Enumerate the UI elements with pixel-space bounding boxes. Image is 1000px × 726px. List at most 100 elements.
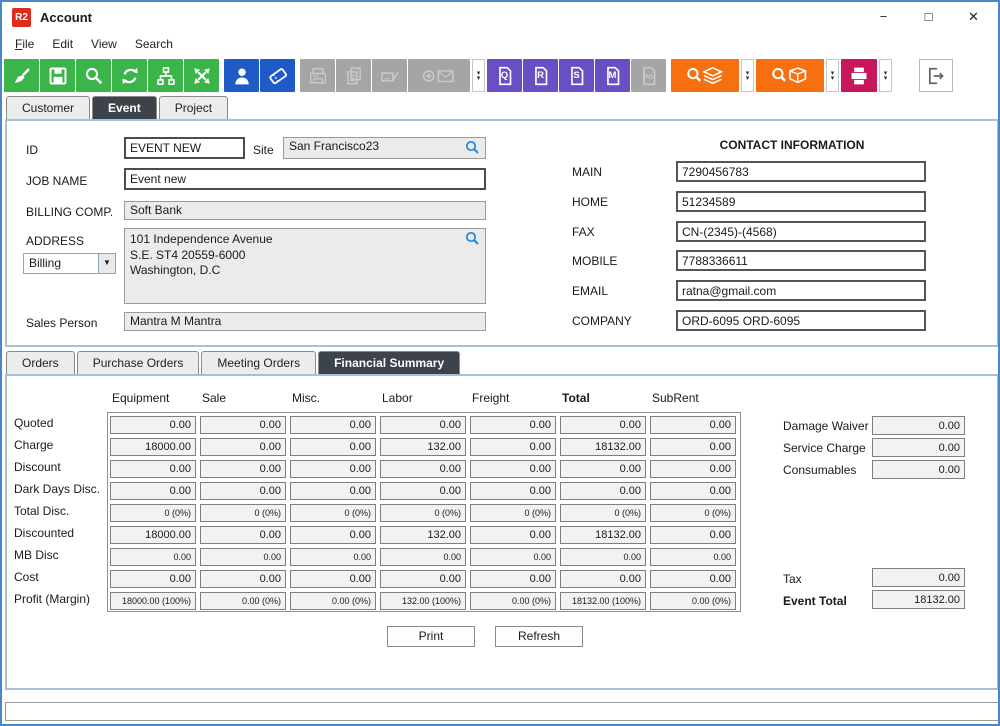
financial-cell: 0.00 [200, 460, 286, 478]
doc-q-letter: Q [500, 70, 509, 81]
financial-cell: 18000.00 (100%) [110, 592, 196, 610]
meeting-doc-button[interactable]: M [595, 59, 630, 92]
search-package-button[interactable] [756, 59, 824, 92]
app-logo-icon: R2 [12, 7, 31, 27]
hierarchy-button[interactable] [148, 59, 183, 92]
contact-mobile-input[interactable] [676, 250, 926, 271]
id-input[interactable] [124, 137, 245, 159]
doc-s-icon [570, 66, 583, 85]
financial-cell: 0.00 [470, 482, 556, 500]
contact-home-input[interactable] [676, 191, 926, 212]
address-search-icon[interactable] [465, 231, 480, 246]
sales-person-label: Sales Person [26, 316, 98, 330]
menu-search[interactable]: Search [134, 37, 173, 51]
refresh-button[interactable]: Refresh [495, 626, 583, 647]
doc-po-letter: PO [643, 74, 654, 81]
po-doc-button[interactable]: PO [631, 59, 666, 92]
service-charge-field: 0.00 [872, 438, 965, 457]
expand-button[interactable] [184, 59, 219, 92]
damage-waiver-label: Damage Waiver [783, 419, 869, 433]
financial-cell: 0.00 [470, 526, 556, 544]
financial-cell: 0.00 [470, 570, 556, 588]
column-header-equipment: Equipment [112, 391, 170, 405]
financial-cell: 0.00 [470, 460, 556, 478]
print-toolbar-button[interactable] [841, 59, 877, 92]
search-button[interactable] [76, 59, 111, 92]
consumables-label: Consumables [783, 463, 857, 477]
service-charge-label: Service Charge [783, 441, 866, 455]
chevron-down-icon[interactable]: ▼ [98, 254, 115, 273]
subtab-financial-summary[interactable]: Financial Summary [318, 351, 461, 374]
financial-cell: 0.00 [110, 482, 196, 500]
clear-button[interactable] [4, 59, 39, 92]
search-package-dropdown-arrows-icon[interactable]: ▾ ▾ [826, 59, 839, 92]
add-email-button[interactable] [408, 59, 470, 92]
tab-project[interactable]: Project [158, 96, 229, 119]
save-button[interactable] [40, 59, 75, 92]
column-header-subrent: SubRent [652, 391, 699, 405]
minimize-button[interactable]: − [879, 9, 888, 24]
close-button[interactable]: ✕ [968, 9, 979, 24]
job-name-input[interactable] [124, 168, 486, 190]
tax-field: 0.00 [872, 568, 965, 587]
column-header-labor: Labor [382, 391, 413, 405]
save-icon [49, 67, 66, 84]
maximize-button[interactable]: □ [924, 9, 933, 24]
financial-cell: 0.00 (0%) [650, 592, 736, 610]
ship-doc-button[interactable]: S [559, 59, 594, 92]
financial-cell: 0.00 [200, 438, 286, 456]
row-label-dark-days-disc-: Dark Days Disc. [14, 482, 101, 496]
contact-person-button[interactable] [224, 59, 259, 92]
fax-button[interactable] [300, 59, 335, 92]
financial-cell: 0.00 [470, 548, 556, 566]
signature-button[interactable] [372, 59, 407, 92]
event-form-panel: ID Site San Francisco23 JOB NAME BILLING… [5, 119, 998, 347]
financial-cell: 0.00 (0%) [290, 592, 376, 610]
financial-cell: 0 (0%) [200, 504, 286, 522]
site-search-icon[interactable] [465, 140, 480, 155]
sales-person-field[interactable]: Mantra M Mantra [124, 312, 486, 331]
address-field[interactable]: 101 Independence Avenue S.E. ST4 20559-6… [124, 228, 486, 304]
financial-cell: 0 (0%) [650, 504, 736, 522]
address-type-combobox[interactable]: Billing ▼ [23, 253, 116, 274]
search-stock-button[interactable] [671, 59, 739, 92]
refresh-button[interactable] [112, 59, 147, 92]
contact-fax-input[interactable] [676, 221, 926, 242]
email-dropdown-arrows-icon[interactable]: ▾ ▾ [472, 59, 485, 92]
financial-cell: 0.00 [110, 548, 196, 566]
menu-bar: File Edit View Search [2, 32, 998, 56]
reservation-doc-button[interactable]: R [523, 59, 558, 92]
contact-email-input[interactable] [676, 280, 926, 301]
contact-main-input[interactable] [676, 161, 926, 182]
contact-fax-label: FAX [572, 225, 595, 239]
tab-customer[interactable]: Customer [6, 96, 91, 119]
print-dropdown-arrows-icon[interactable]: ▾ ▾ [879, 59, 892, 92]
financial-cell: 0 (0%) [560, 504, 646, 522]
copy-button[interactable] [336, 59, 371, 92]
billing-comp-field[interactable]: Soft Bank [124, 201, 486, 220]
doc-s-letter: S [573, 70, 580, 81]
contact-company-input[interactable] [676, 310, 926, 331]
contact-company-label: COMPANY [572, 314, 632, 328]
row-label-total-disc-: Total Disc. [14, 504, 70, 518]
financial-cell: 0 (0%) [470, 504, 556, 522]
search-stock-dropdown-arrows-icon[interactable]: ▾ ▾ [741, 59, 754, 92]
table-row: 0.00 0.00 0.00 0.00 0.00 0.00 0.00 [108, 480, 740, 502]
quote-doc-button[interactable]: Q [487, 59, 522, 92]
tab-event[interactable]: Event [92, 96, 157, 119]
exit-icon [928, 67, 944, 84]
exit-button[interactable] [919, 59, 953, 92]
subtab-meeting-orders[interactable]: Meeting Orders [201, 351, 317, 374]
subtab-purchase-orders[interactable]: Purchase Orders [76, 351, 200, 374]
row-label-charge: Charge [14, 438, 54, 452]
site-field[interactable]: San Francisco23 [283, 137, 486, 159]
printer-icon [851, 67, 867, 84]
print-button[interactable]: Print [387, 626, 475, 647]
menu-view[interactable]: View [91, 37, 117, 51]
menu-file[interactable]: File [15, 37, 35, 51]
ticket-button[interactable] [260, 59, 295, 92]
financial-cell: 0.00 [200, 526, 286, 544]
subtab-orders[interactable]: Orders [6, 351, 75, 374]
menu-edit[interactable]: Edit [52, 37, 74, 51]
financial-cell: 18132.00 (100%) [560, 592, 646, 610]
